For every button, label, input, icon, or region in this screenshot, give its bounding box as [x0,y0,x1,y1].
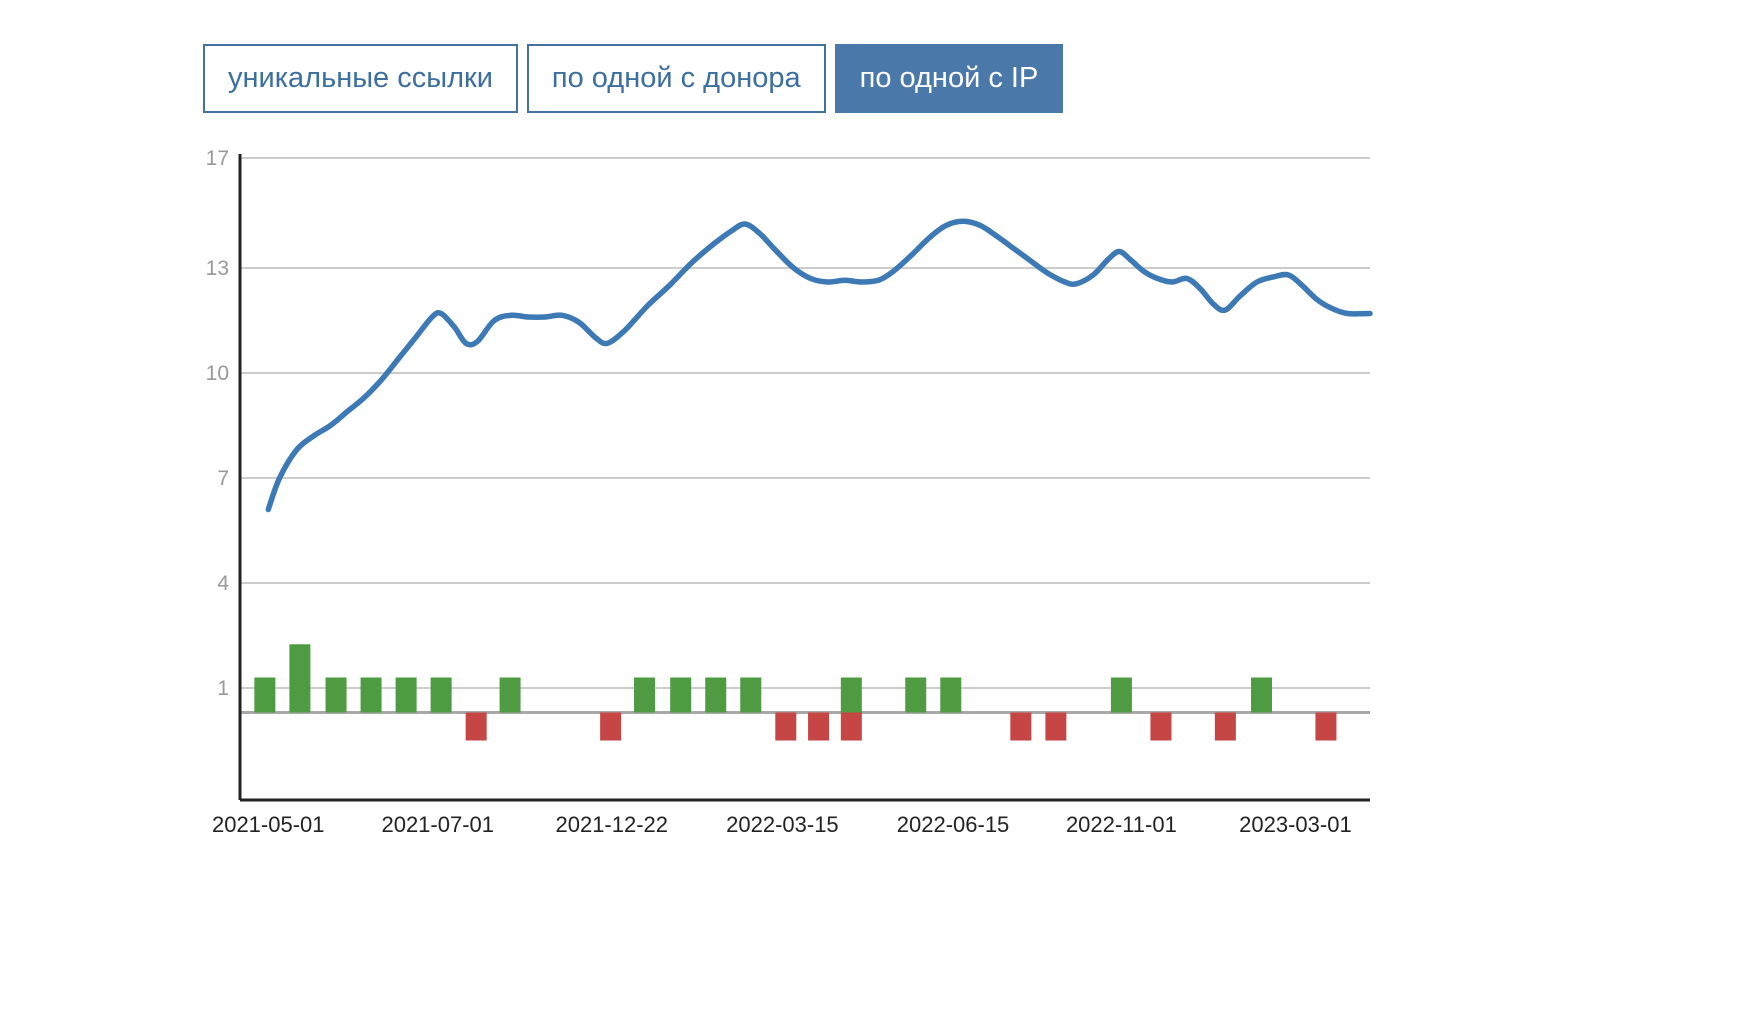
svg-text:2021-07-01: 2021-07-01 [381,812,494,837]
svg-text:4: 4 [217,572,229,595]
chart-area: 17 13 10 7 4 1 2021-05-01 2021-07-01 2021-12-22 2… [190,138,1375,843]
svg-text:1: 1 [217,677,229,700]
links-dynamics-chart: 17 13 10 7 4 1 2021-05-01 2021-07-01 2021-12-22 2… [206,147,1373,837]
tab-unique-links[interactable]: уникальные ссылки [203,44,518,113]
tabs: уникальные ссылки по одной с донора по о… [203,44,1064,113]
svg-text:17: 17 [206,147,229,170]
tab-one-per-donor[interactable]: по одной с донора [526,44,826,113]
svg-text:2022-11-01: 2022-11-01 [1066,812,1177,837]
svg-text:2022-06-15: 2022-06-15 [897,812,1010,837]
svg-text:2022-03-15: 2022-03-15 [726,812,839,837]
svg-text:13: 13 [206,257,229,280]
svg-text:2023-03-01: 2023-03-01 [1239,812,1352,837]
svg-text:7: 7 [217,467,229,490]
svg-text:2021-12-22: 2021-12-22 [555,812,668,837]
svg-text:2021-05-01: 2021-05-01 [212,812,325,837]
svg-text:10: 10 [206,362,229,385]
tab-one-per-ip[interactable]: по одной с IP [834,44,1064,113]
